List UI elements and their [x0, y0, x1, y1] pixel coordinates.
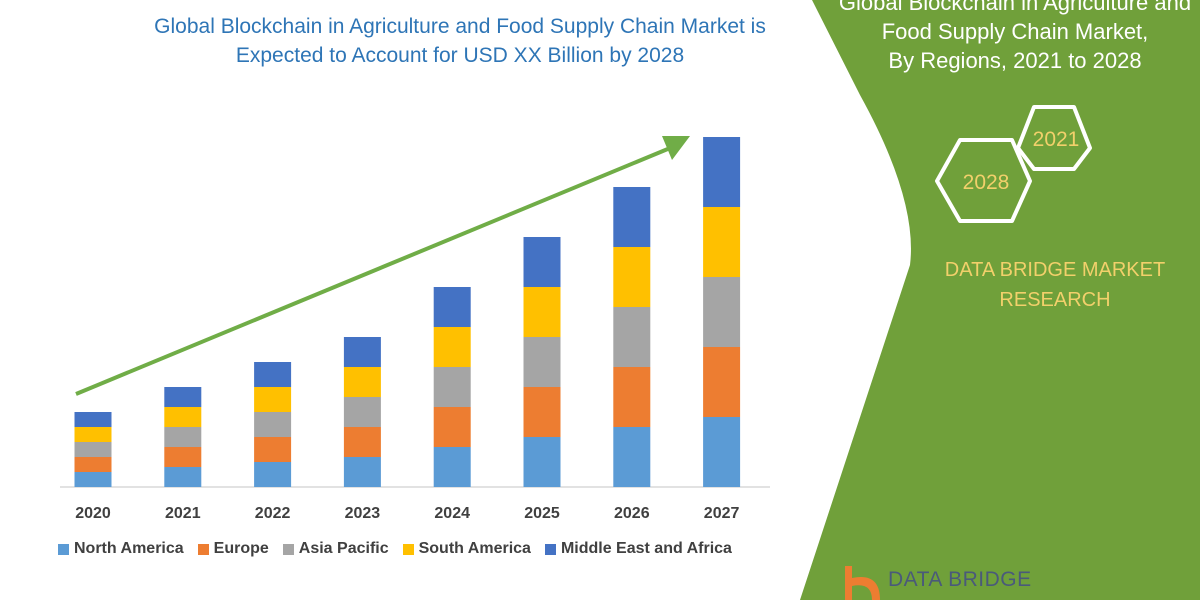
green-panel [800, 0, 1200, 600]
legend-swatch [544, 543, 556, 555]
legend-swatch [58, 543, 69, 555]
bar-segment-2021-north-america [164, 467, 202, 487]
bar-segment-2022-middle-east-and-africa [254, 362, 292, 387]
bar-segment-2024-middle-east-and-africa [433, 287, 471, 327]
x-tick-label: 2022 [255, 505, 291, 522]
bar-segment-2025-north-america [523, 437, 561, 487]
legend-item: South America [402, 540, 531, 558]
bars [74, 137, 741, 487]
legend-label: Middle East and Africa [560, 540, 732, 557]
bar-segment-2026-europe [613, 367, 651, 427]
bar-segment-2023-asia-pacific [343, 397, 381, 427]
x-tick-label: 2024 [434, 505, 470, 522]
bar-segment-2027-middle-east-and-africa [703, 137, 741, 207]
bar-segment-2024-europe [433, 407, 471, 447]
legend-swatch [282, 543, 294, 555]
bar-segment-2023-europe [343, 427, 381, 457]
bar-segment-2026-north-america [613, 427, 651, 487]
bar-segment-2020-south-america [74, 427, 112, 442]
x-tick-label: 2023 [345, 505, 381, 522]
bar-segment-2023-middle-east-and-africa [343, 337, 381, 367]
bar-segment-2027-europe [703, 347, 741, 417]
brand-name: DATA BRIDGE MARKET RESEARCH [930, 255, 1180, 315]
legend-swatch [402, 543, 414, 555]
bar-segment-2025-middle-east-and-africa [523, 237, 561, 287]
bar-segment-2026-middle-east-and-africa [613, 187, 651, 247]
side-title-line: By Regions, 2021 to 2028 [888, 48, 1142, 73]
legend-item: Europe [197, 540, 269, 558]
hexagon-2021: 2021 [1016, 105, 1092, 171]
bar-segment-2020-north-america [74, 472, 112, 487]
bar-segment-2021-asia-pacific [164, 427, 202, 447]
bar-segment-2027-asia-pacific [703, 277, 741, 347]
bar-segment-2020-middle-east-and-africa [74, 412, 112, 427]
brand-line: DATA BRIDGE MARKET [944, 259, 1166, 281]
bar-segment-2025-south-america [523, 287, 561, 337]
bar-segment-2021-middle-east-and-africa [164, 387, 202, 407]
bar-segment-2022-north-america [254, 462, 292, 487]
bar-segment-2022-asia-pacific [254, 412, 292, 437]
bar-segment-2024-asia-pacific [433, 367, 471, 407]
bar-segment-2027-south-america [703, 207, 741, 277]
hexagon-2028: 2028 [935, 138, 1032, 223]
bar-segment-2020-asia-pacific [74, 442, 112, 457]
legend: North America Europe Asia Pacific South Ame… [58, 540, 732, 558]
bar-segment-2025-europe [523, 387, 561, 437]
bar-segment-2026-south-america [613, 247, 651, 307]
chart-title: Global Blockchain in Agriculture and Foo… [154, 15, 766, 67]
side-title-line: Food Supply Chain Market, [881, 19, 1149, 44]
hex-year-2021: 2021 [1033, 128, 1080, 151]
bar-segment-2020-europe [74, 457, 112, 472]
bar-segment-2023-south-america [343, 367, 381, 397]
legend-label: North America [74, 540, 184, 557]
bar-segment-2026-asia-pacific [613, 307, 651, 367]
bar-segment-2022-europe [254, 437, 292, 462]
x-tick-label: 2026 [614, 505, 650, 522]
legend-swatch [197, 543, 209, 555]
bar-segment-2021-south-america [164, 407, 202, 427]
bar-segment-2024-south-america [433, 327, 471, 367]
x-tick-label: 2025 [524, 505, 560, 522]
hex-year-2028: 2028 [963, 171, 1010, 194]
bar-segment-2027-north-america [703, 417, 741, 487]
legend-item: North America [58, 540, 184, 558]
legend-item: Asia Pacific [282, 540, 389, 558]
legend-item: Middle East and Africa [544, 540, 732, 558]
legend-label: Asia Pacific [298, 540, 389, 557]
x-tick-label: 2021 [165, 505, 201, 522]
bar-segment-2025-asia-pacific [523, 337, 561, 387]
x-axis-ticks: 2020 2021 2022 2023 2024 2025 2026 2027 [75, 505, 739, 522]
bar-segment-2024-north-america [433, 447, 471, 487]
x-tick-label: 2020 [75, 505, 111, 522]
side-panel-title: Global Blockchain in Agriculture and Foo… [800, 0, 1200, 75]
legend-label: Europe [213, 540, 269, 557]
bar-segment-2021-europe [164, 447, 202, 467]
trend-arrow [75, 136, 690, 396]
logo-mark [845, 566, 880, 600]
x-tick-label: 2027 [704, 505, 740, 522]
brand-line: RESEARCH [999, 289, 1111, 311]
side-title-line: Global Blockchain in Agriculture and [838, 0, 1192, 15]
bar-segment-2023-north-america [343, 457, 381, 487]
logo-text: DATA BRIDGE [888, 568, 1032, 591]
legend-label: South America [418, 540, 531, 557]
bar-segment-2022-south-america [254, 387, 292, 412]
